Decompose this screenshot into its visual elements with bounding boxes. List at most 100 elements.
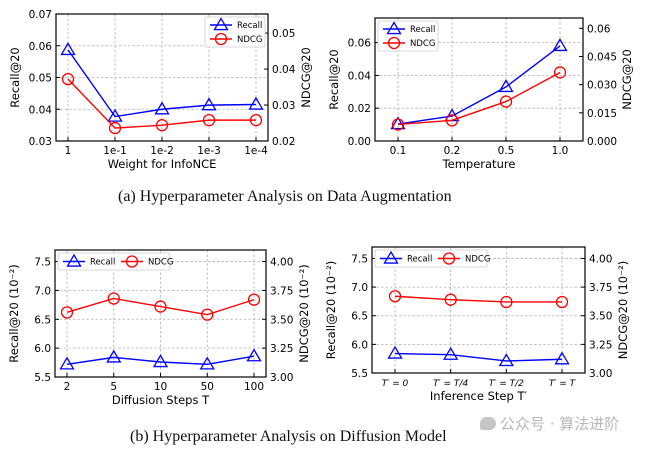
data-point — [499, 95, 513, 108]
y-tick-label: 5.5 — [351, 368, 368, 380]
y-tick-label: 0.07 — [29, 9, 52, 21]
chart-svg: T′ = 0 T′ = T/4 T′ = T/2 T′ = T 5.5 6.0 6.5 7.0… — [324, 246, 630, 403]
series-line — [67, 78, 256, 129]
y-tick-label: 6.0 — [34, 343, 51, 355]
x-tick-label: T′ = T/2 — [489, 379, 524, 389]
x-axis-label: Inference Step T′ — [430, 389, 528, 403]
y-right-tick-label: 3.00 — [270, 372, 293, 384]
y-axis-label: Recall@20 — [327, 49, 341, 109]
y-tick-label: 0.05 — [29, 73, 52, 85]
y-tick-label: 0.00 — [348, 136, 371, 148]
series-ndcg — [391, 66, 567, 131]
x-tick-label: 10 — [154, 381, 167, 393]
x-tick-label: 1e-4 — [244, 145, 268, 157]
x-tick-label: 1e-3 — [197, 145, 221, 157]
y-right-tick-label: 4.00 — [589, 253, 612, 265]
data-point — [155, 119, 169, 132]
chart-svg: 2 5 10 50 100 5.5 6.0 6.5 7.0 7.5 3.00 3.25 3.50 3.75… — [7, 249, 311, 407]
data-point — [388, 290, 402, 303]
series-ndcg — [61, 72, 263, 135]
legend: Recall NDCG — [374, 249, 490, 268]
legend-marker — [386, 21, 402, 35]
legend-box — [374, 249, 488, 268]
y-axis-label: Recall@20 (10⁻²) — [7, 264, 21, 362]
legend-label: Recall — [90, 258, 115, 268]
legend-label: Recall — [407, 255, 432, 265]
data-point — [445, 114, 459, 127]
legend-marker — [442, 252, 456, 265]
x-tick-label: 1.0 — [552, 145, 569, 157]
chart-weight-infonce: 1 1e-1 1e-2 1e-3 1e-4 0.03 0.04 0.05 0.06 0.07 0.0… — [0, 0, 330, 180]
y-right-tick-label: 0.02 — [272, 136, 295, 148]
data-point — [552, 38, 568, 52]
data-point — [390, 116, 406, 130]
y-right-tick-label: 0.030 — [587, 80, 617, 92]
legend-marker — [213, 17, 229, 31]
y-right-tick-label: 0.045 — [587, 51, 617, 63]
y-right-axis-label: NDCG@20 (10⁻²) — [297, 264, 311, 362]
legend-label: NDCG — [237, 35, 262, 45]
chart-svg: 1 1e-1 1e-2 1e-3 1e-4 0.03 0.04 0.05 0.06 0.07 0.0… — [8, 9, 313, 171]
y-tick-label: 6.5 — [34, 314, 51, 326]
y-right-tick-label: 0.015 — [587, 108, 617, 120]
y-tick-label: 5.5 — [34, 372, 51, 384]
data-point — [500, 295, 513, 309]
chart-diffusion-steps: 2 5 10 50 100 5.5 6.0 6.5 7.0 7.5 3.00 3.25 3.50 3.75… — [0, 235, 330, 415]
legend-item-ndcg: NDCG — [438, 252, 490, 265]
legend-item-ndcg: NDCG — [121, 255, 173, 268]
series-line — [394, 352, 563, 362]
y-tick-label: 7.0 — [351, 282, 368, 294]
series-line — [67, 49, 257, 118]
series-line — [394, 295, 562, 303]
x-tick-label: 0.5 — [498, 145, 515, 157]
y-tick-label: 0.04 — [29, 104, 53, 116]
x-tick-label: 5 — [110, 381, 117, 393]
legend-label: NDCG — [410, 39, 435, 49]
y-right-tick-label: 3.50 — [589, 311, 612, 323]
x-axis-label: Weight for InfoNCE — [108, 157, 217, 171]
y-tick-label: 7.5 — [351, 253, 368, 265]
data-point — [60, 306, 74, 319]
series-recall — [387, 345, 570, 367]
data-point — [248, 96, 264, 110]
x-tick-label: 0.2 — [444, 145, 461, 157]
caption-b: (b) Hyperparameter Analysis on Diffusion… — [130, 428, 447, 445]
legend-marker — [66, 253, 82, 267]
data-point — [498, 353, 514, 367]
data-point — [61, 72, 75, 86]
x-tick-label: 1 — [65, 145, 72, 157]
legend-box — [57, 252, 171, 271]
x-tick-label: 50 — [201, 381, 214, 393]
y-right-tick-label: 3.50 — [270, 314, 293, 326]
data-point — [201, 308, 214, 321]
y-tick-label: 0.06 — [29, 41, 53, 53]
y-right-tick-label: 4.00 — [270, 257, 293, 269]
data-point — [202, 113, 216, 127]
legend-label: NDCG — [465, 255, 490, 265]
x-axis-label: Temperature — [442, 157, 516, 171]
legend-label: Recall — [237, 21, 262, 31]
data-point — [108, 121, 122, 135]
caption-a: (a) Hyperparameter Analysis on Data Augm… — [118, 188, 452, 205]
x-tick-label: 0.1 — [390, 145, 407, 157]
y-right-tick-label: 0.06 — [587, 23, 611, 35]
data-point — [154, 101, 170, 115]
y-right-axis-label: NDCG@20 (10⁻²) — [616, 261, 630, 359]
data-point — [555, 295, 569, 309]
y-right-tick-label: 0.000 — [587, 136, 617, 148]
series-recall — [390, 38, 568, 130]
data-point — [106, 349, 122, 363]
legend-item-recall: Recall — [380, 250, 432, 265]
x-tick-label: T′ = T/4 — [433, 379, 468, 389]
x-tick-label: 1e-1 — [103, 145, 127, 157]
y-right-tick-label: 3.75 — [589, 282, 612, 294]
series-recall — [59, 348, 262, 370]
data-point — [249, 113, 263, 127]
legend-label: NDCG — [148, 258, 173, 268]
chart-temperature: 0.1 0.2 0.5 1.0 0.00 0.02 0.04 0.06 0.000 0.015 0.… — [320, 0, 651, 180]
series-line — [397, 71, 561, 126]
x-tick-label: T′ = 0 — [382, 379, 409, 389]
data-point — [391, 118, 405, 131]
data-point — [60, 42, 76, 56]
series-ndcg — [60, 292, 261, 321]
